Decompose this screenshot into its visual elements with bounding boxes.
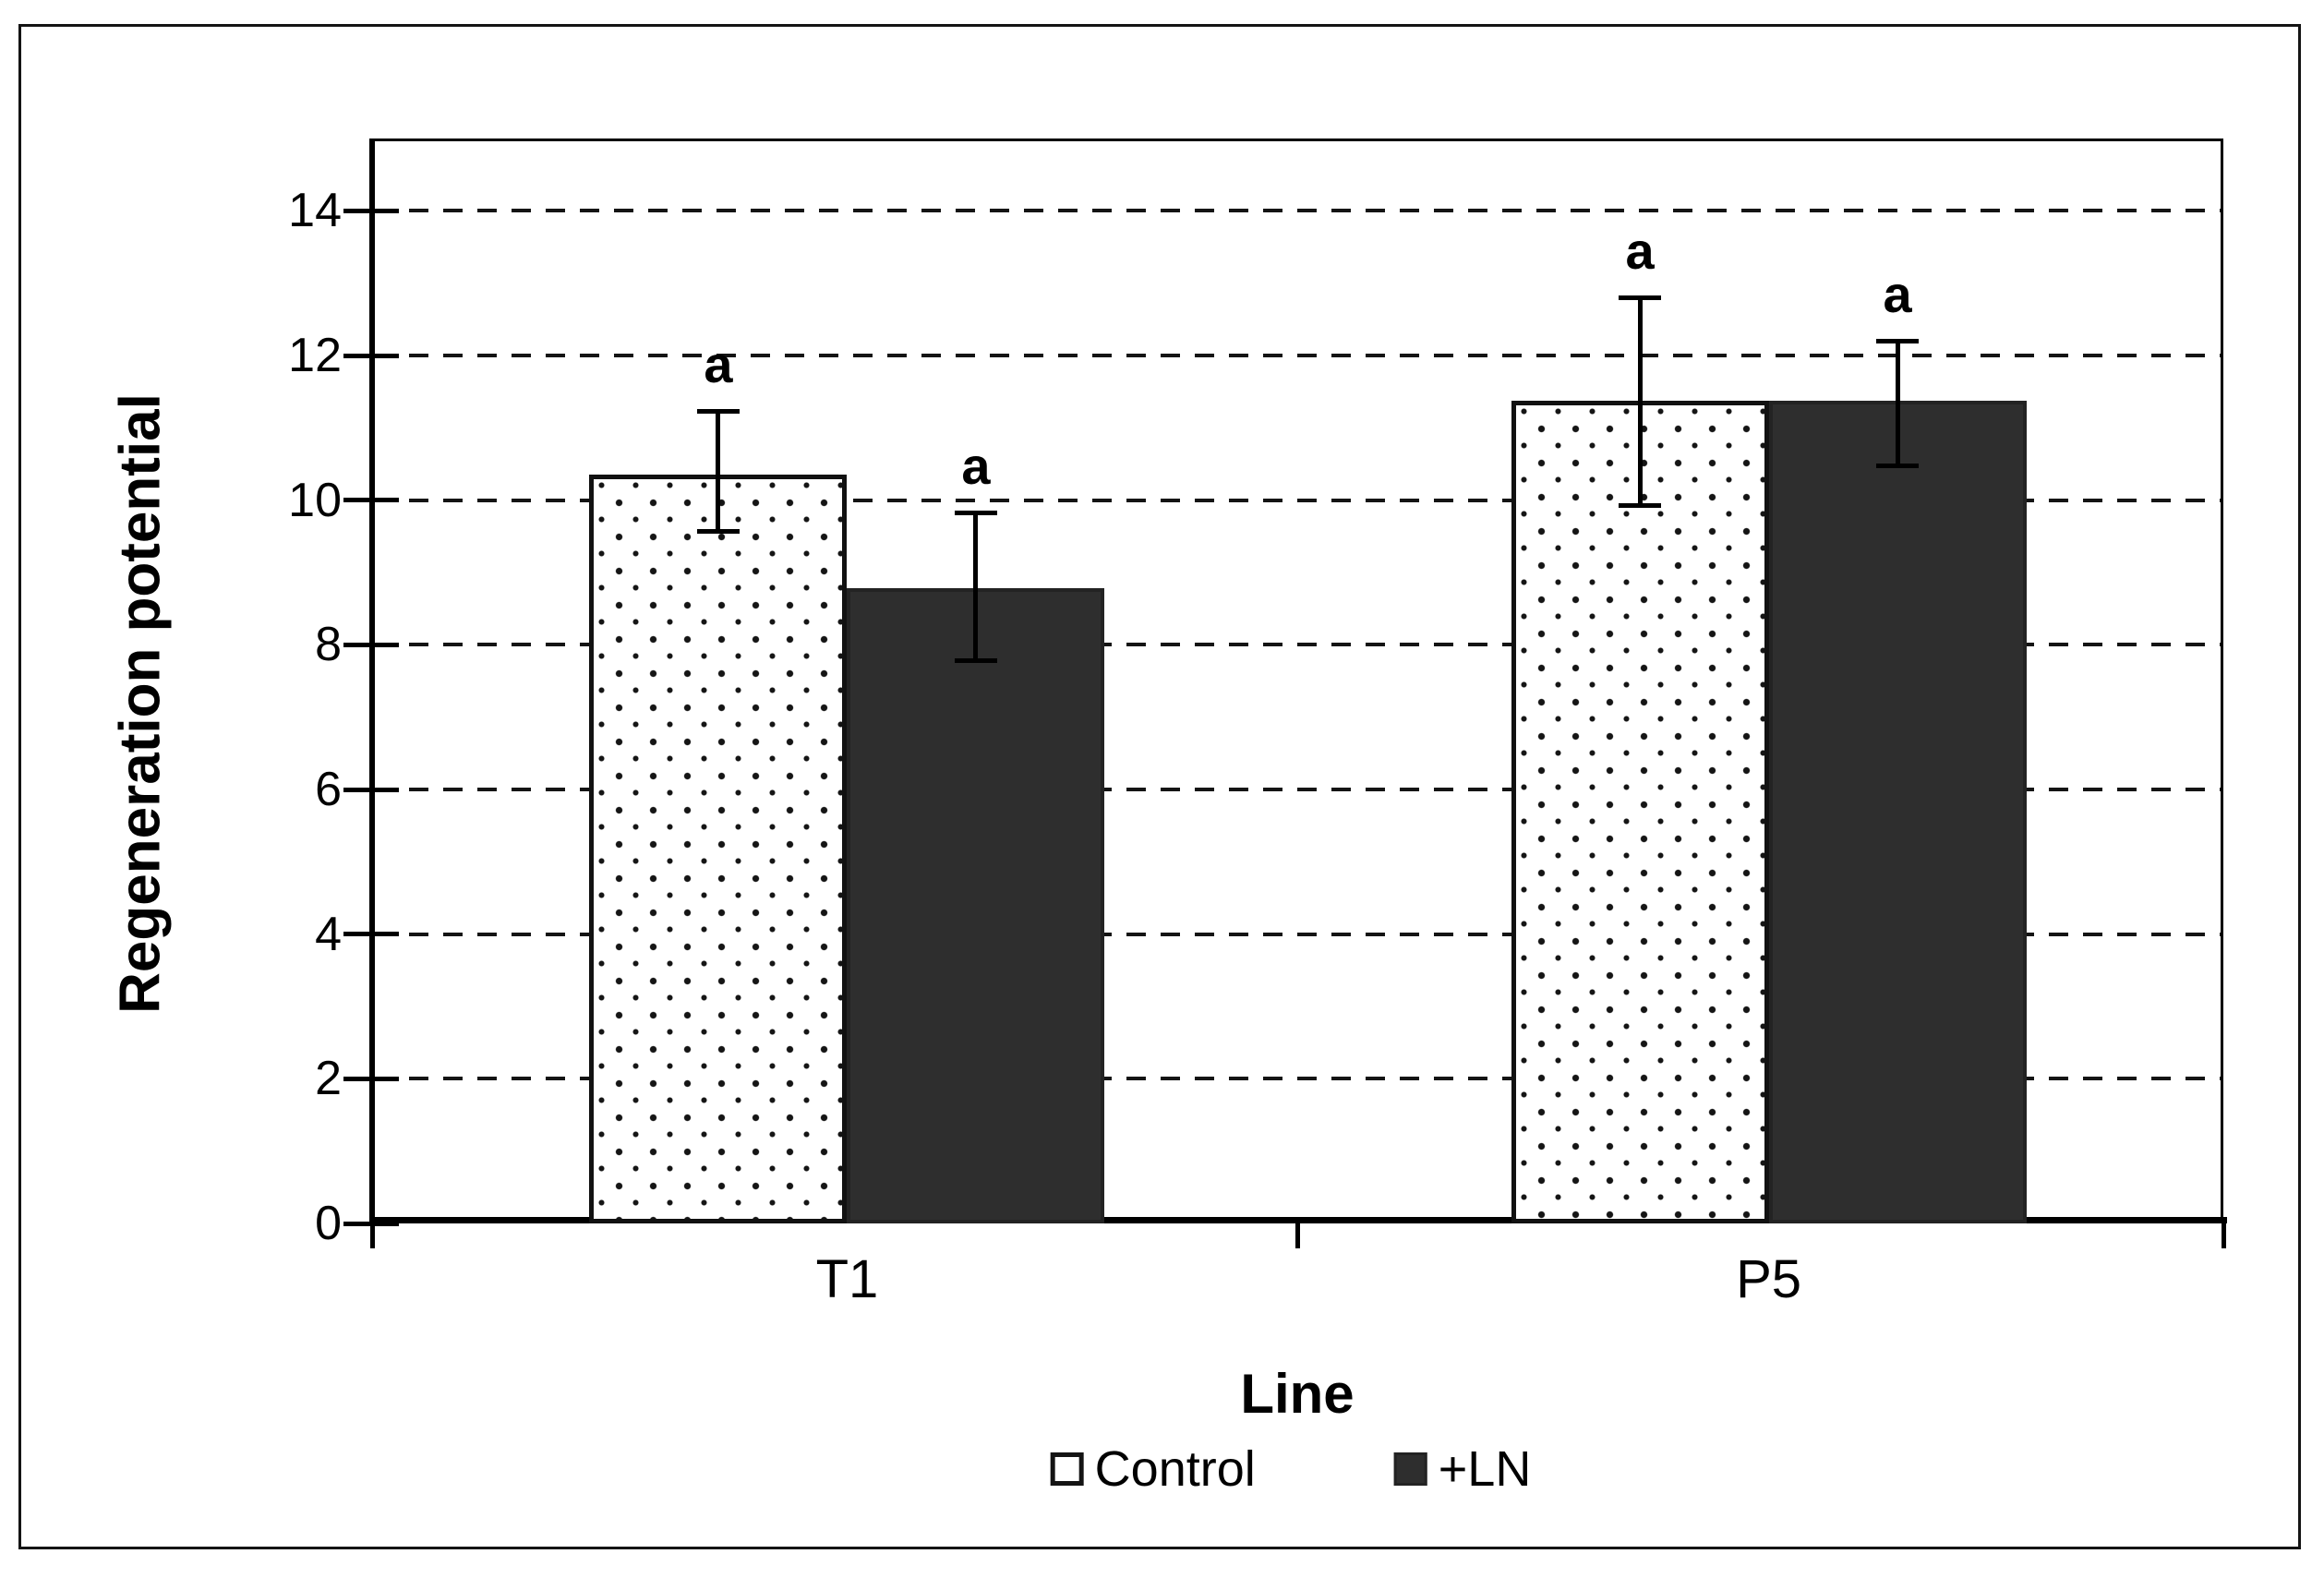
y-tick-label-4: 4 (315, 907, 342, 961)
significance-label-P5-Control: a (1625, 221, 1655, 280)
y-tick-14 (343, 208, 399, 213)
error-cap-top-P5-Control (1619, 295, 1662, 300)
error-bar-T1-plusLN (973, 511, 979, 663)
error-cap-top-T1-plusLN (954, 511, 997, 516)
bar-P5-Control (1511, 401, 1769, 1223)
significance-label-T1-plusLN: a (961, 437, 991, 496)
x-axis-line (369, 1217, 2227, 1223)
error-cap-top-T1-Control (696, 408, 740, 414)
gridline-y2 (375, 1077, 2221, 1081)
y-tick-8 (343, 642, 399, 647)
gridline-y8 (375, 643, 2221, 647)
legend-label-control: Control (1094, 1441, 1256, 1497)
y-tick-label-8: 8 (315, 618, 342, 672)
error-cap-top-P5-plusLN (1876, 338, 1920, 343)
error-cap-bottom-P5-Control (1619, 503, 1662, 509)
y-tick-10 (343, 498, 399, 503)
x-axis-title: Line (1240, 1363, 1355, 1425)
y-tick-label-0: 0 (315, 1197, 342, 1250)
filled-square-icon (1393, 1452, 1427, 1486)
bar-T1-Control (589, 475, 848, 1223)
y-tick-label-6: 6 (315, 763, 342, 816)
y-tick-label-14: 14 (288, 184, 342, 238)
legend-label-ln: +LN (1438, 1441, 1532, 1497)
x-category-label-P5: P5 (1736, 1249, 1802, 1309)
significance-label-T1-Control: a (704, 334, 733, 393)
y-tick-2 (343, 1076, 399, 1081)
error-cap-bottom-T1-plusLN (954, 657, 997, 663)
bar-T1-plusLN (847, 588, 1105, 1223)
y-tick-12 (343, 353, 399, 358)
bar-P5-plusLN (1768, 401, 2027, 1223)
significance-label-P5-plusLN: a (1883, 264, 1912, 323)
gridline-y12 (375, 354, 2221, 357)
gridline-y4 (375, 932, 2221, 936)
error-bar-T1-Control (716, 408, 721, 535)
y-axis-line (369, 139, 375, 1226)
y-tick-label-2: 2 (315, 1052, 342, 1106)
x-tick-1 (1295, 1223, 1300, 1248)
error-cap-bottom-T1-Control (696, 529, 740, 535)
legend-item-ln: +LN (1393, 1441, 1532, 1497)
error-cap-bottom-P5-plusLN (1876, 464, 1920, 469)
open-square-icon (1050, 1452, 1084, 1486)
y-tick-label-10: 10 (288, 473, 342, 527)
figure-border (18, 24, 2301, 1549)
y-tick-4 (343, 932, 399, 937)
y-tick-label-12: 12 (288, 329, 342, 382)
x-tick-2 (2221, 1223, 2226, 1248)
y-axis-title: Regeneration potential (108, 393, 173, 1014)
y-tick-6 (343, 787, 399, 792)
error-bar-P5-Control (1637, 295, 1643, 509)
gridline-y6 (375, 788, 2221, 791)
x-category-label-T1: T1 (815, 1249, 879, 1309)
legend-item-control: Control (1050, 1441, 1256, 1497)
legend: Control +LN (1050, 1441, 1532, 1497)
gridline-y14 (375, 209, 2221, 213)
x-tick-0 (369, 1223, 375, 1248)
error-bar-P5-plusLN (1895, 338, 1900, 469)
gridline-y10 (375, 498, 2221, 502)
